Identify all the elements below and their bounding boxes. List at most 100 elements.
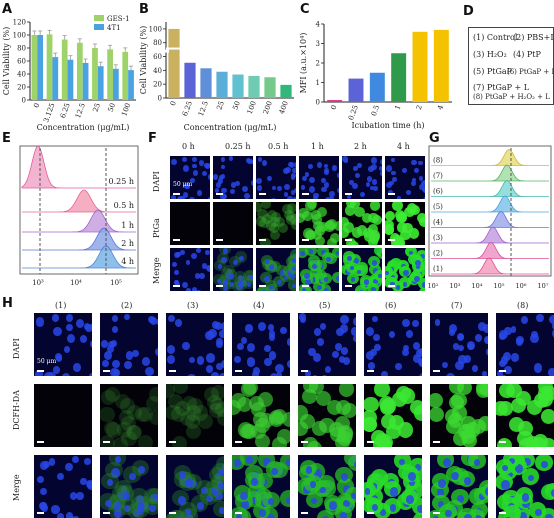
nucleus: [270, 197, 277, 199]
nucleus: [283, 275, 289, 281]
nucleus: [190, 480, 198, 488]
cell-green: [192, 405, 208, 421]
nucleus: [241, 499, 250, 509]
nucleus: [496, 369, 503, 376]
nucleus: [499, 360, 506, 368]
nucleus: [236, 342, 244, 351]
cell-green: [540, 438, 554, 447]
nucleus: [53, 326, 62, 337]
nucleus: [182, 156, 188, 163]
nucleus: [174, 281, 180, 287]
nucleus: [357, 162, 362, 168]
cell-green: [169, 509, 187, 518]
nucleus: [411, 180, 417, 186]
scale-bar: [37, 370, 44, 372]
cell-green: [356, 225, 368, 236]
scale-bar: [169, 370, 176, 372]
scale-bar: [388, 239, 395, 241]
x-tick-label: 400: [278, 100, 290, 115]
cell-green: [104, 420, 120, 436]
cell-green: [329, 232, 339, 243]
nucleus: [551, 489, 554, 497]
nucleus: [149, 316, 158, 325]
series-label: (5): [433, 203, 443, 211]
cell-green: [385, 224, 395, 235]
column-label: (1): [55, 301, 67, 310]
cell-green: [449, 384, 465, 395]
cell-green: [187, 398, 203, 414]
cell-green: [289, 214, 296, 225]
x-tick-label: 10⁴: [70, 279, 82, 287]
nucleus: [545, 514, 553, 518]
scale-bar: [169, 441, 176, 443]
cell-green: [197, 414, 213, 430]
bar: [412, 31, 428, 102]
y-tick-label: 0: [316, 99, 320, 107]
nucleus: [352, 257, 359, 265]
micrograph-cell: [299, 248, 339, 291]
x-tick-label: 10⁷: [538, 282, 549, 290]
nucleus: [185, 287, 191, 291]
nucleus: [370, 185, 375, 191]
cell-green: [362, 213, 373, 224]
nucleus: [233, 459, 241, 467]
micrograph-cell: [385, 248, 425, 291]
nucleus: [380, 171, 382, 176]
series-label: (8): [433, 157, 443, 165]
nucleus: [322, 516, 330, 518]
bar: [216, 71, 228, 98]
nucleus: [343, 357, 351, 365]
column-label: 2 h: [354, 142, 367, 151]
cell-green: [186, 424, 202, 440]
nucleus: [183, 165, 190, 172]
nucleus: [500, 374, 507, 376]
scale-bar: [235, 512, 242, 514]
nucleus: [502, 352, 512, 361]
nucleus: [35, 317, 45, 327]
nucleus: [37, 475, 44, 483]
panel-label-a: A: [2, 2, 13, 17]
nucleus: [412, 341, 420, 350]
x-axis-label: Icubation time (h): [352, 121, 425, 130]
series-label: (7): [433, 172, 443, 180]
legend-d-item-2: (2) PBS+L: [513, 33, 554, 42]
cell-green: [299, 208, 309, 219]
nucleus: [292, 266, 296, 272]
cell-green: [208, 402, 224, 418]
nucleus: [340, 512, 348, 518]
nucleus: [217, 469, 224, 477]
cell-green: [332, 248, 339, 258]
scale-bar: [37, 441, 44, 443]
scale-bar: [259, 285, 266, 287]
nucleus: [392, 177, 397, 182]
nucleus: [211, 371, 220, 376]
cell-green: [121, 431, 137, 447]
nucleus: [378, 165, 382, 172]
micrograph-cell: [364, 384, 422, 447]
nucleus: [530, 333, 539, 344]
nucleus: [351, 277, 356, 282]
legend-d-item-3: (3) H₂O₂: [473, 50, 507, 59]
nucleus: [217, 177, 223, 184]
legend-d-item-4: (4) PtP: [513, 50, 541, 59]
nucleus: [438, 500, 445, 508]
cell-green: [217, 410, 224, 426]
nucleus: [373, 186, 378, 192]
column-label: 1 h: [311, 142, 324, 151]
nucleus: [106, 345, 115, 354]
nucleus: [266, 513, 275, 518]
micrograph-cell: [100, 455, 158, 518]
nucleus: [322, 287, 329, 291]
nucleus: [267, 175, 273, 182]
cell-green: [374, 384, 390, 397]
cell-green: [240, 424, 256, 440]
scale-bar: [216, 193, 223, 195]
nucleus: [208, 328, 218, 339]
nucleus: [313, 469, 323, 479]
nucleus: [40, 487, 47, 495]
micrograph-cell: [34, 313, 92, 376]
legend-d: (1) Control (2) PBS+L (3) H₂O₂ (4) PtP (…: [468, 27, 554, 105]
scale-bar: [499, 370, 506, 372]
cell-green: [174, 401, 190, 417]
nucleus: [250, 497, 257, 505]
